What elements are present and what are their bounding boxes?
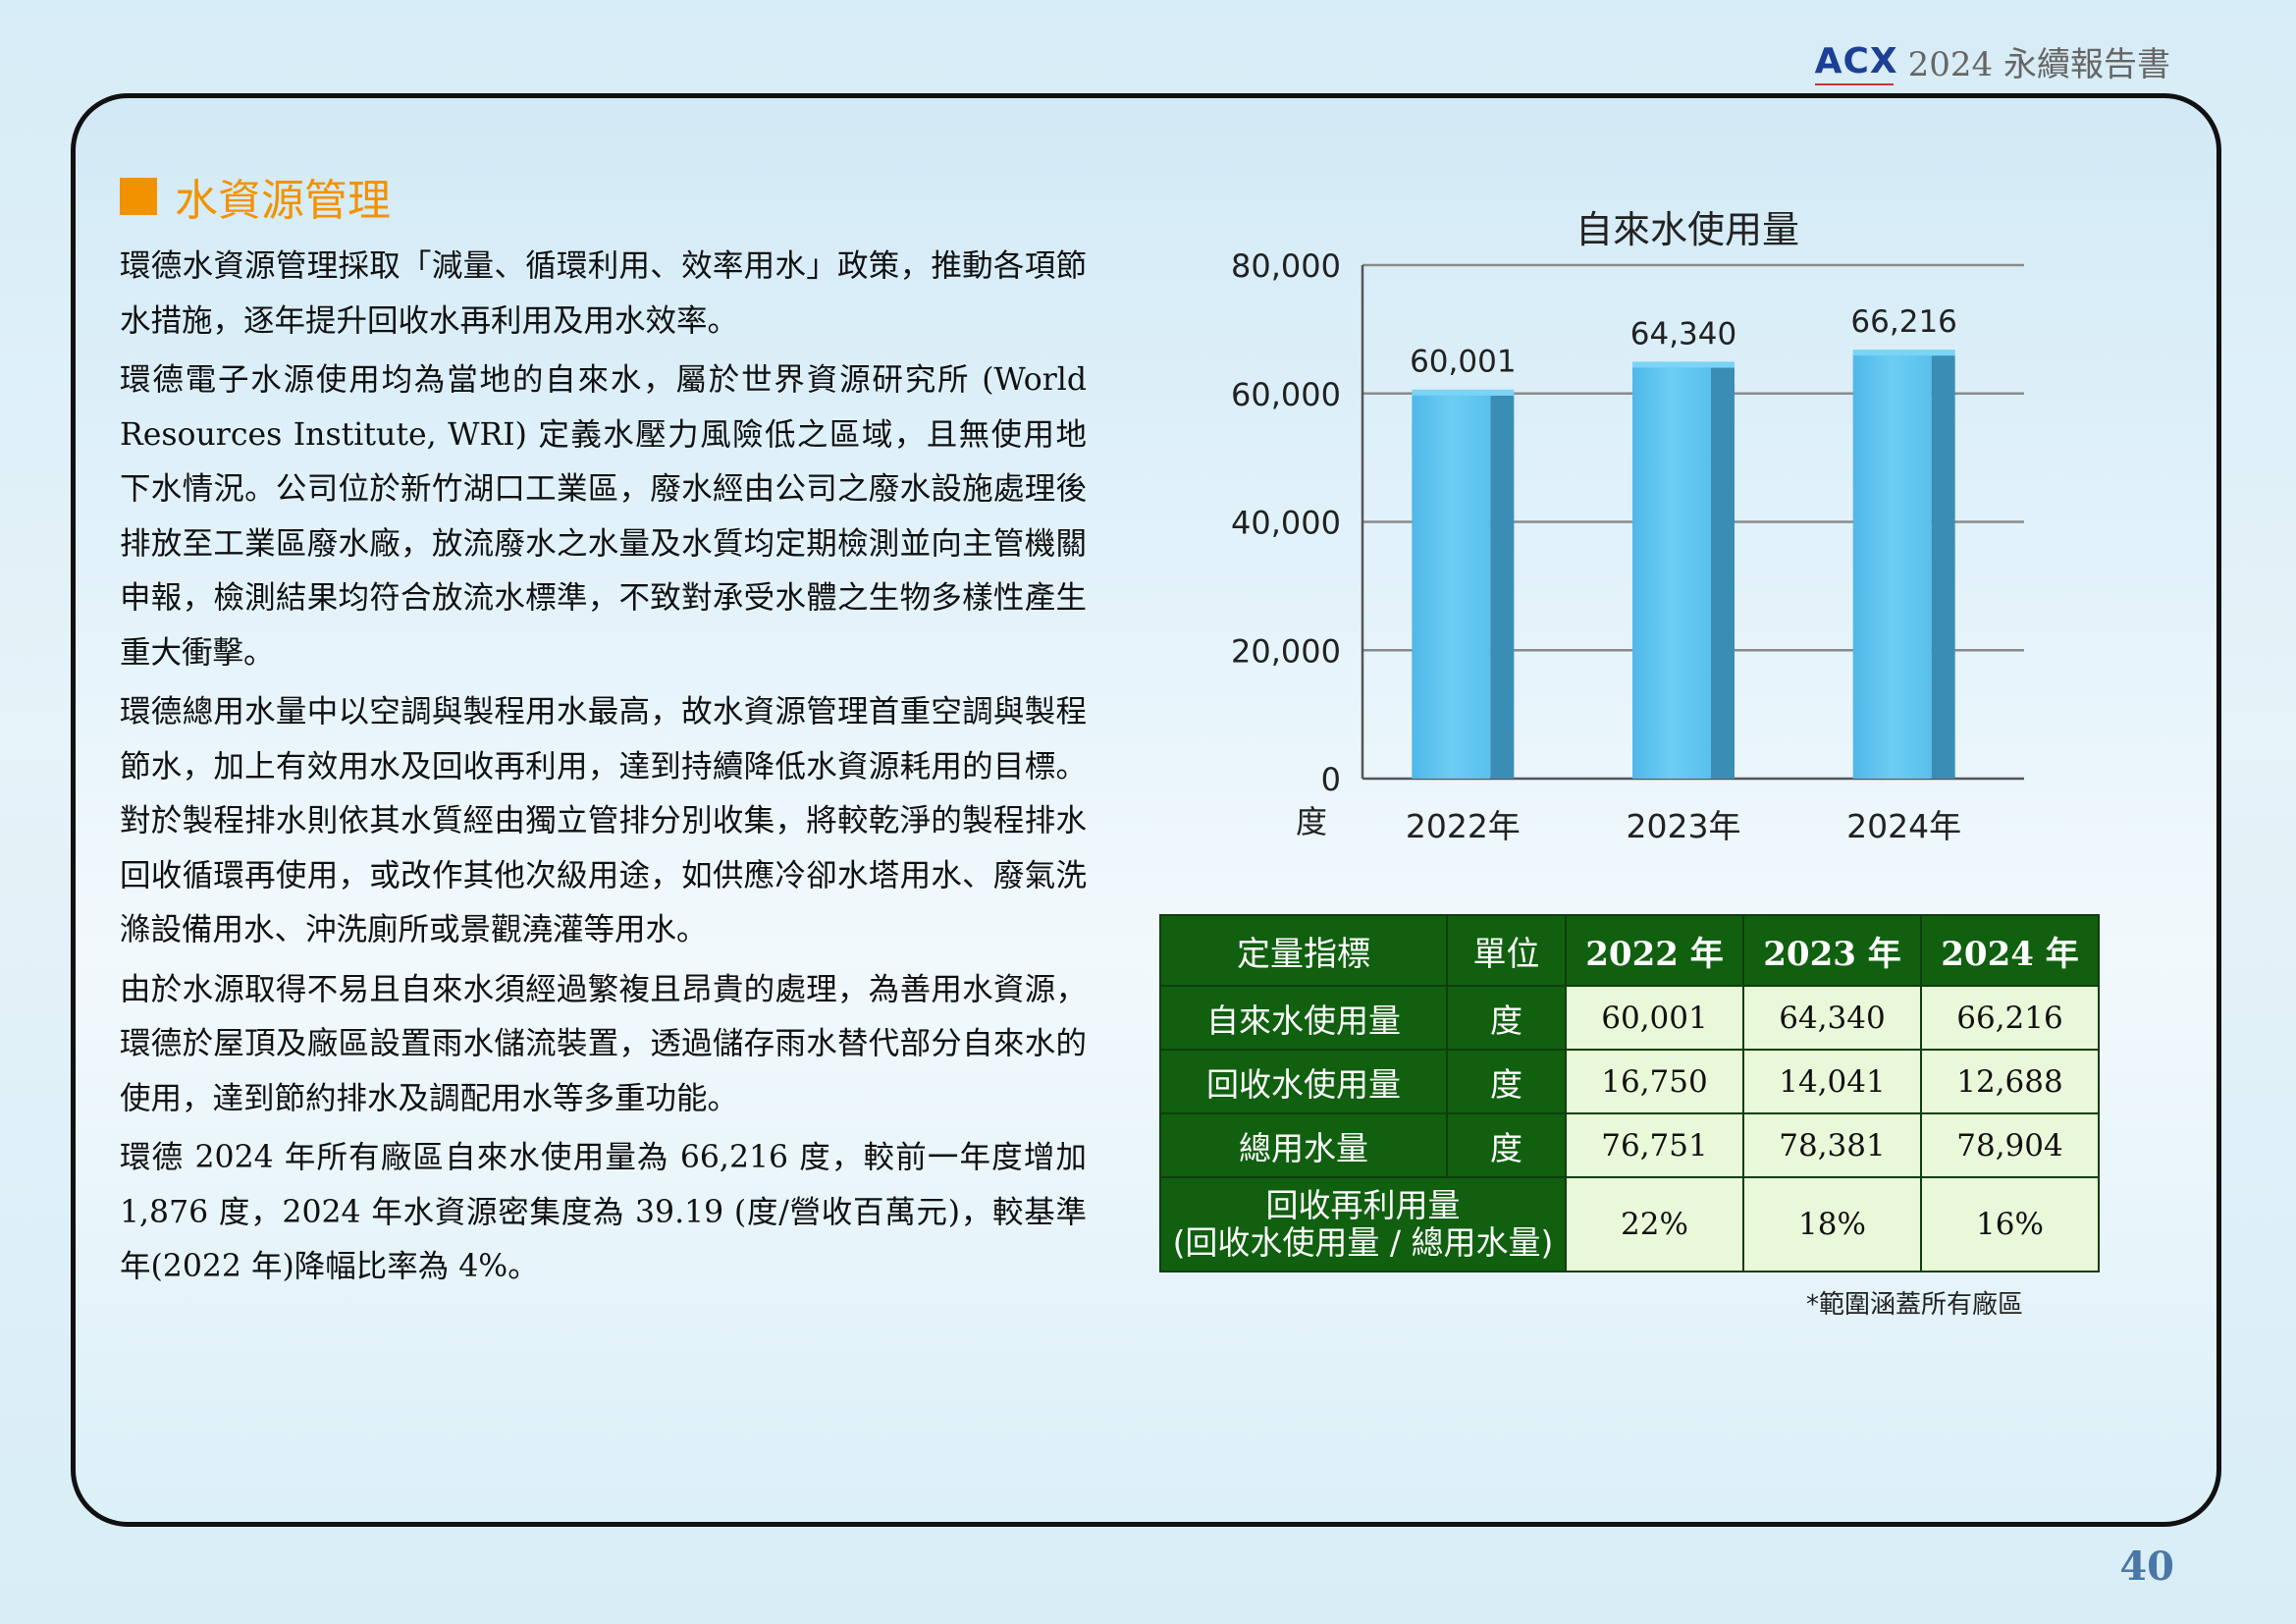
ratio-label: 回收再利用量 (回收水使用量 / 總用水量): [1159, 1176, 1567, 1272]
ratio-label-line2: (回收水使用量 / 總用水量): [1172, 1223, 1554, 1262]
row-unit: 度: [1446, 1112, 1567, 1178]
cell-value: 12,688: [1920, 1049, 2100, 1114]
section-heading: 水資源管理: [120, 165, 391, 228]
table-row: 自來水使用量 度 60,001 64,340 66,216: [1159, 985, 2100, 1051]
chart-svg: 0 20,000 40,000 60,000 80,000 度 60,001 2022年 64,…: [1231, 247, 2024, 845]
cell-value: 78,904: [1920, 1112, 2100, 1178]
bar-side: [1931, 355, 1955, 779]
y-tick-label: 80,000: [1231, 247, 1341, 285]
cell-value: 64,340: [1742, 985, 1922, 1051]
bar-cap: [1412, 389, 1515, 396]
header-2024: 2024 年: [1920, 914, 2100, 987]
paragraph-3: 環德總用水量中以空調與製程用水最高，故水資源管理首重空調與製程節水，加上有效用水…: [120, 694, 1087, 947]
content-frame: [71, 93, 2221, 1527]
report-title: 2024 永續報告書: [1907, 45, 2170, 84]
y-tick-label: 40,000: [1231, 505, 1341, 542]
bar: [1412, 393, 1491, 779]
bar-cap: [1852, 350, 1955, 356]
table-row: 總用水量 度 76,751 78,381 78,904: [1159, 1112, 2100, 1178]
body-text: 環德水資源管理採取「減量、循環利用、效率用水」政策，推動各項節水措施，逐年提升回…: [120, 240, 1087, 1300]
y-axis-label: 度: [1296, 803, 1327, 840]
x-tick-label: 2022年: [1406, 807, 1521, 845]
bar-side: [1711, 367, 1735, 779]
y-tick-label: 0: [1321, 761, 1341, 798]
row-unit: 度: [1446, 985, 1567, 1051]
row-label: 總用水量: [1159, 1112, 1448, 1178]
paragraph-1: 環德水資源管理採取「減量、循環利用、效率用水」政策，推動各項節水措施，逐年提升回…: [120, 248, 1087, 339]
bar-value-label: 64,340: [1630, 316, 1736, 352]
bar-value-label: 60,001: [1410, 345, 1516, 380]
bar-side: [1490, 395, 1515, 779]
header-brand: ACX 2024 永續報告書: [1814, 37, 2170, 85]
table-row: 回收水使用量 度 16,750 14,041 12,688: [1159, 1049, 2100, 1114]
cell-value: 16,750: [1565, 1049, 1744, 1114]
section-title: 水資源管理: [175, 176, 391, 226]
header-2022: 2022 年: [1565, 914, 1744, 987]
chart-title: 自來水使用量: [1575, 208, 1800, 251]
x-tick-label: 2024年: [1846, 807, 1961, 845]
table-ratio-row: 回收再利用量 (回收水使用量 / 總用水量) 22% 18% 16%: [1159, 1176, 2100, 1272]
cell-value: 18%: [1742, 1176, 1922, 1272]
table-note: *範圍涵蓋所有廠區: [1806, 1290, 2024, 1320]
cell-value: 16%: [1920, 1176, 2100, 1272]
company-logo: ACX: [1814, 43, 1898, 85]
y-tick-label: 20,000: [1231, 632, 1341, 670]
row-unit: 度: [1446, 1049, 1567, 1114]
heading-square-icon: [120, 178, 157, 215]
cell-value: 14,041: [1742, 1049, 1922, 1114]
bar-cap: [1632, 361, 1735, 368]
table-header-row: 定量指標 單位 2022 年 2023 年 2024 年: [1159, 914, 2100, 987]
row-label: 回收水使用量: [1159, 1049, 1448, 1114]
header-unit: 單位: [1446, 914, 1567, 987]
cell-value: 60,001: [1565, 985, 1744, 1051]
row-label: 自來水使用量: [1159, 985, 1448, 1051]
bar: [1852, 353, 1932, 779]
cell-value: 76,751: [1565, 1112, 1744, 1178]
bar: [1632, 365, 1711, 779]
paragraph-2: 環德電子水源使用均為當地的自來水，屬於世界資源研究所 (World Resour…: [120, 362, 1087, 671]
cell-value: 22%: [1565, 1176, 1744, 1272]
y-tick-label: 60,000: [1231, 376, 1341, 413]
water-data-table: 定量指標 單位 2022 年 2023 年 2024 年 自來水使用量 度 60…: [1159, 914, 2100, 1272]
water-usage-chart: 自來水使用量 0 20,000 40,000 60,000 80,000 度 60,001 2…: [1207, 191, 2091, 859]
page-number: 40: [2119, 1543, 2174, 1590]
cell-value: 78,381: [1742, 1112, 1922, 1178]
bar-value-label: 66,216: [1850, 304, 1956, 340]
paragraph-5: 環德 2024 年所有廠區自來水使用量為 66,216 度，較前一年度增加 1,…: [120, 1140, 1087, 1284]
header-indicator: 定量指標: [1159, 914, 1448, 987]
x-tick-label: 2023年: [1627, 807, 1741, 845]
paragraph-4: 由於水源取得不易且自來水須經過繁複且昂貴的處理，為善用水資源，環德於屋頂及廠區設…: [120, 971, 1087, 1116]
cell-value: 66,216: [1920, 985, 2100, 1051]
ratio-label-line1: 回收再利用量: [1265, 1186, 1461, 1224]
header-2023: 2023 年: [1742, 914, 1922, 987]
